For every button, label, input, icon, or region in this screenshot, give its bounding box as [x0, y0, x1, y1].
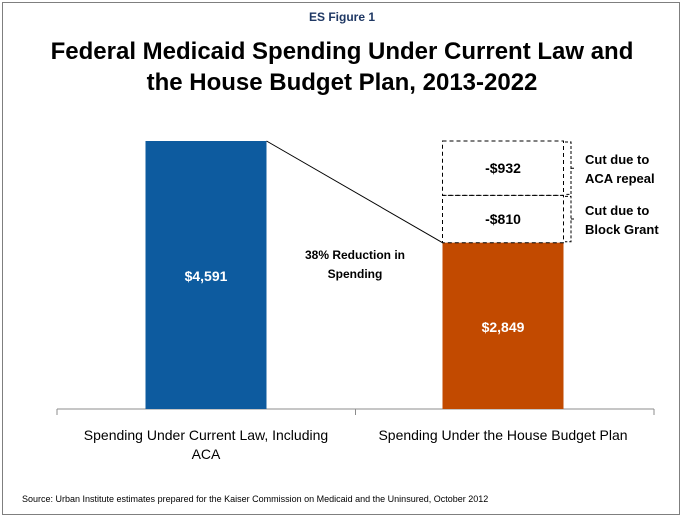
cut-bracket-2: [565, 141, 576, 195]
cut-bracket-1: [565, 195, 576, 243]
reduction-note-line-1: 38% Reduction in: [305, 248, 405, 262]
source-note: Source: Urban Institute estimates prepar…: [22, 494, 489, 504]
reduction-connector-line: [266, 140, 443, 244]
chart-title-line-1: Federal Medicaid Spending Under Current …: [50, 38, 634, 65]
cut-box-2: [442, 140, 564, 196]
reduction-note-line-2: Spending: [328, 267, 383, 281]
chart-frame: [2, 2, 680, 515]
chart-title: Federal Medicaid Spending Under Current …: [0, 36, 684, 98]
cut-2-note-line-2: ACA repeal: [585, 171, 655, 186]
figure-label: ES Figure 1: [308, 10, 376, 24]
bar-1: [145, 141, 267, 409]
bar-2-value-label: $2,849: [482, 319, 525, 335]
bar-1-value-label: $4,591: [185, 268, 228, 284]
cut-2-note-line-1: Cut due to: [585, 152, 649, 167]
cut-box-1-label: -$810: [485, 211, 521, 227]
category-label-1-line-1: Spending Under Current Law, Including: [84, 427, 328, 443]
bar-2: [442, 242, 564, 409]
category-label-1-line-2: ACA: [192, 446, 221, 462]
chart-title-line-2: the House Budget Plan, 2013-2022: [146, 69, 538, 96]
cut-box-2-label: -$932: [485, 160, 521, 176]
cut-1-note-line-2: Block Grant: [585, 222, 659, 237]
cut-1-note-line-1: Cut due to: [585, 203, 649, 218]
category-label-2-line-1: Spending Under the House Budget Plan: [378, 427, 627, 443]
